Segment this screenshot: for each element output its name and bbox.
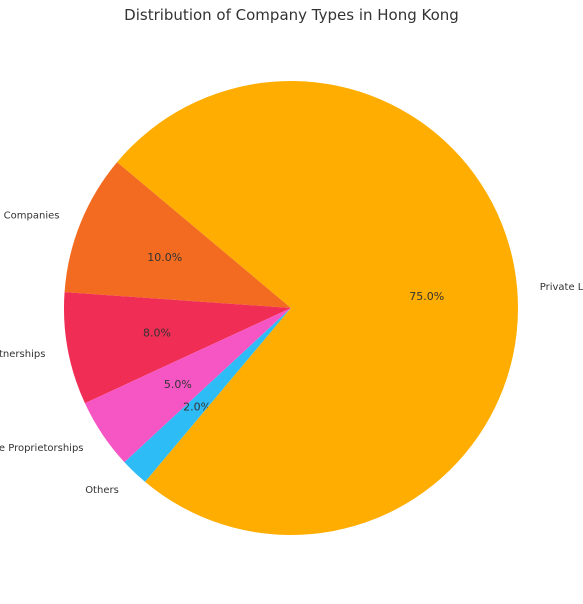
pie-slice-public-limited-companies	[64, 162, 291, 308]
slice-category-label: Private Limited Companies	[540, 282, 583, 293]
slice-percent-label: 2.0%	[183, 401, 211, 414]
pie-slice-private-limited-companies	[117, 80, 518, 535]
pie-slice-partnerships	[63, 292, 291, 404]
slice-percent-label: 8.0%	[143, 327, 171, 340]
slice-percent-label: 10.0%	[147, 251, 182, 264]
pie-slice-others	[124, 308, 291, 482]
pie-slice-sole-proprietorships	[84, 308, 291, 463]
chart-title: Distribution of Company Types in Hong Ko…	[124, 6, 459, 24]
slice-category-label: Sole Proprietorships	[0, 443, 84, 454]
slice-percent-label: 75.0%	[409, 290, 444, 303]
slice-category-label: Partnerships	[0, 349, 45, 360]
slice-percent-label: 5.0%	[164, 378, 192, 391]
slice-category-label: Public Limited Companies	[0, 210, 59, 221]
slice-category-label: Others	[85, 485, 119, 496]
